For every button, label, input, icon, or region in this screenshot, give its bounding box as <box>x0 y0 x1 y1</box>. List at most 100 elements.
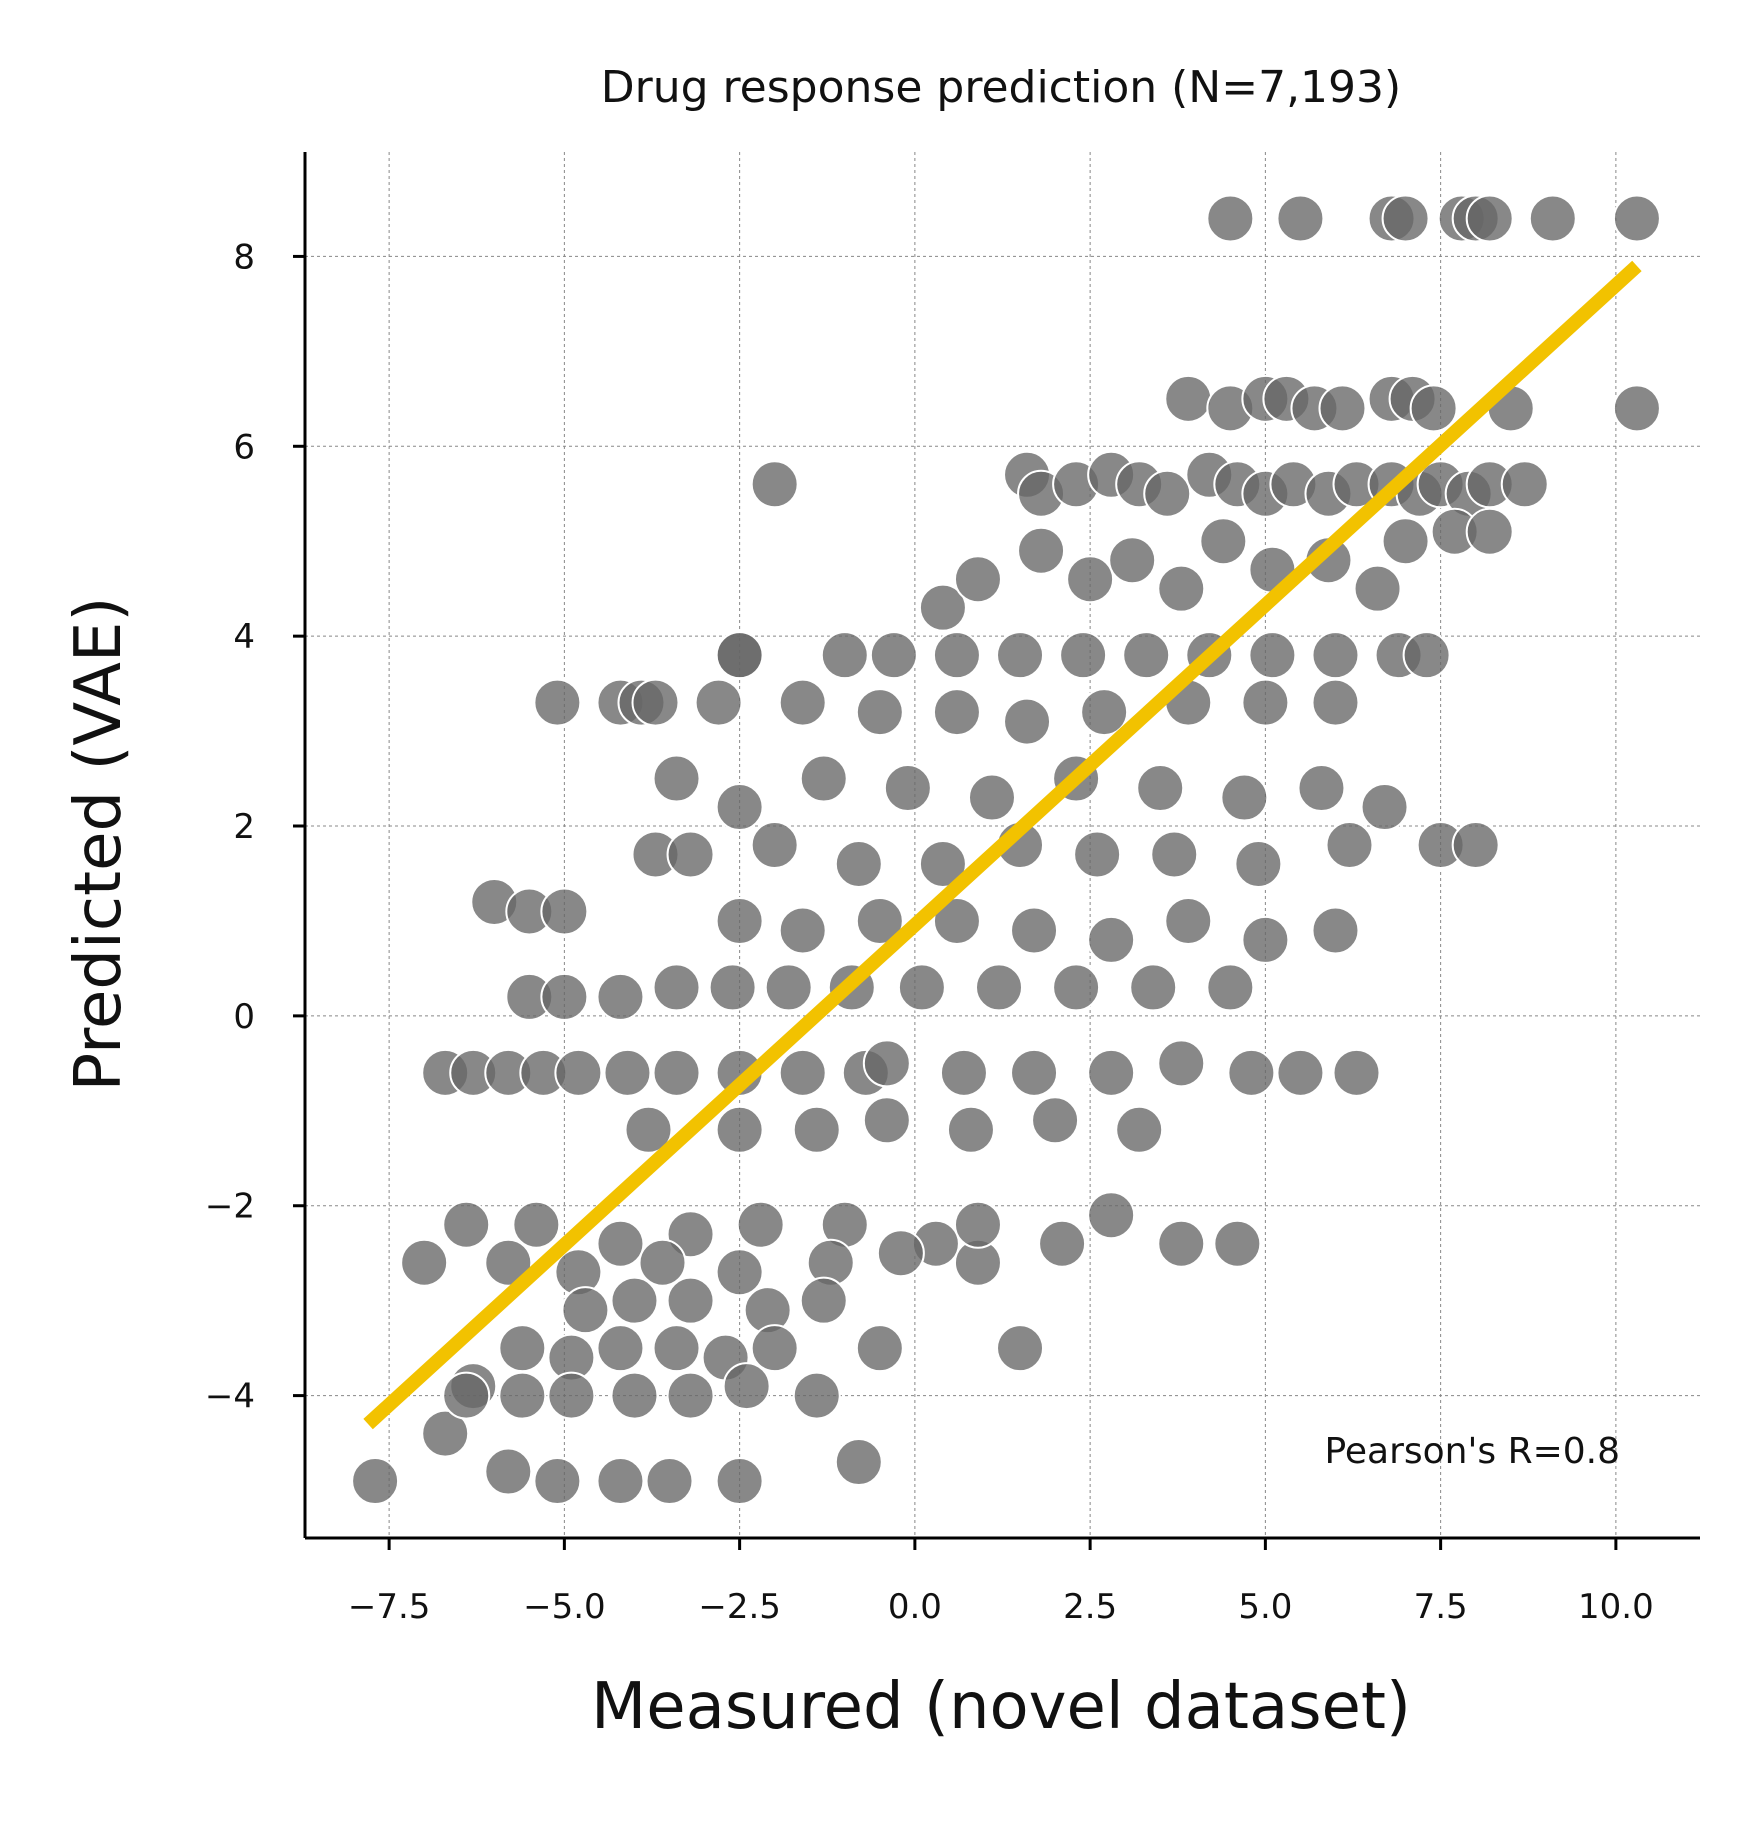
data-point <box>974 963 1023 1012</box>
data-point <box>631 678 680 727</box>
data-point <box>1500 460 1549 509</box>
data-point <box>1073 830 1122 879</box>
data-point <box>1066 555 1115 604</box>
data-point <box>554 1048 603 1097</box>
data-point <box>540 972 589 1021</box>
data-point <box>932 688 981 737</box>
x-tick-label: 2.5 <box>1063 1587 1117 1627</box>
y-tick-label: 2 <box>233 807 255 847</box>
data-point <box>820 631 869 680</box>
data-point <box>533 1457 582 1506</box>
chart-title: Drug response prediction (N=7,193) <box>601 62 1401 113</box>
data-point <box>652 963 701 1012</box>
data-point <box>750 460 799 509</box>
x-tick-label: 5.0 <box>1238 1587 1292 1627</box>
data-point <box>1402 631 1451 680</box>
data-point <box>596 1219 645 1268</box>
data-point <box>1010 1048 1059 1097</box>
axes-spines <box>303 152 1700 1540</box>
data-point <box>1276 1048 1325 1097</box>
x-tick-label: −5.0 <box>523 1587 606 1627</box>
data-point <box>799 754 848 803</box>
x-tick-label: 0.0 <box>888 1587 942 1627</box>
data-point <box>652 1324 701 1373</box>
data-point <box>715 1105 764 1154</box>
data-point <box>1157 1039 1206 1088</box>
data-point <box>1010 906 1059 955</box>
data-point <box>1612 384 1661 433</box>
data-point <box>484 1238 533 1287</box>
y-tick-label: −2 <box>205 1187 255 1227</box>
data-point <box>953 1200 1002 1249</box>
data-point <box>1465 194 1514 243</box>
y-ticks: −4 −2 0 2 4 6 8 <box>205 237 305 1417</box>
data-point <box>1409 384 1458 433</box>
data-point <box>1052 963 1101 1012</box>
data-point <box>512 1200 561 1249</box>
regression-line <box>363 260 1642 1430</box>
data-point <box>1248 631 1297 680</box>
x-ticks: −7.5 −5.0 −2.5 0.0 2.5 5.0 7.5 10.0 <box>348 1538 1654 1627</box>
data-point <box>932 631 981 680</box>
data-point <box>1080 688 1129 737</box>
data-point <box>897 963 946 1012</box>
data-point <box>1612 194 1661 243</box>
data-point <box>1528 194 1577 243</box>
data-point <box>1360 783 1409 832</box>
data-point <box>1136 764 1185 813</box>
data-point <box>855 1324 904 1373</box>
data-point <box>869 631 918 680</box>
y-tick-label: 8 <box>233 237 255 277</box>
y-tick-label: 4 <box>233 617 255 657</box>
data-point <box>715 1457 764 1506</box>
data-point <box>764 963 813 1012</box>
y-tick-label: 0 <box>233 997 255 1037</box>
y-tick-label: 6 <box>233 427 255 467</box>
x-axis-label: Measured (novel dataset) <box>591 1670 1411 1744</box>
data-point <box>498 1371 547 1420</box>
data-point <box>1241 678 1290 727</box>
data-point <box>792 1371 841 1420</box>
data-point <box>498 1324 547 1373</box>
data-point <box>596 1457 645 1506</box>
data-point <box>1087 1191 1136 1240</box>
x-tick-label: −7.5 <box>348 1587 431 1627</box>
data-points <box>351 194 1661 1506</box>
data-point <box>1465 507 1514 556</box>
data-point <box>834 839 883 888</box>
data-point <box>1199 517 1248 566</box>
data-point <box>1122 631 1171 680</box>
data-point <box>1003 697 1052 746</box>
data-point <box>442 1371 491 1420</box>
data-point <box>1038 1219 1087 1268</box>
data-point <box>1311 906 1360 955</box>
data-point <box>715 1248 764 1297</box>
data-point <box>883 764 932 813</box>
data-point <box>1276 194 1325 243</box>
data-point <box>596 1324 645 1373</box>
data-point <box>1115 1105 1164 1154</box>
data-point <box>1318 384 1367 433</box>
data-point <box>400 1238 449 1287</box>
data-point <box>1206 963 1255 1012</box>
data-point <box>610 1276 659 1325</box>
data-point <box>932 896 981 945</box>
data-point <box>603 1048 652 1097</box>
data-point <box>715 631 764 680</box>
data-point <box>862 1096 911 1145</box>
data-point <box>666 1371 715 1420</box>
data-point <box>1227 1048 1276 1097</box>
data-point <box>547 1371 596 1420</box>
data-point <box>638 1238 687 1287</box>
data-point <box>694 678 743 727</box>
data-point <box>862 1039 911 1088</box>
data-point <box>484 1447 533 1496</box>
data-point <box>736 1200 785 1249</box>
data-point <box>624 1105 673 1154</box>
x-tick-label: 7.5 <box>1414 1587 1468 1627</box>
data-point <box>996 631 1045 680</box>
data-point <box>1213 1219 1262 1268</box>
data-point <box>1451 821 1500 869</box>
x-tick-label: −2.5 <box>698 1587 781 1627</box>
